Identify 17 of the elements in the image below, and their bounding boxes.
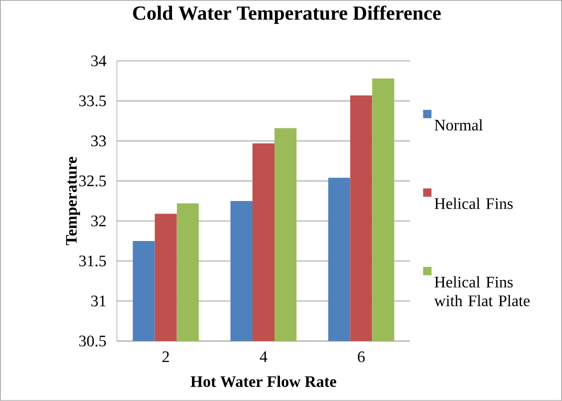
y-tick-label: 34 bbox=[91, 56, 106, 66]
y-tick-label: 30.5 bbox=[79, 336, 106, 346]
x-tick-label: 6 bbox=[358, 351, 365, 362]
x-tick-label: 4 bbox=[260, 351, 268, 362]
legend-label: Helical Fins bbox=[434, 198, 513, 210]
y-tick-label: 33 bbox=[91, 136, 106, 146]
x-tick-label: 2 bbox=[162, 351, 169, 362]
y-tick-label: 31.5 bbox=[79, 256, 106, 266]
y-axis-title: Temperature bbox=[66, 156, 80, 246]
chart-title: Cold Water Temperature Difference bbox=[133, 6, 441, 24]
y-tick-label: 33.5 bbox=[79, 96, 106, 106]
legend-label: Normal bbox=[434, 119, 483, 131]
y-tick-label: 32.5 bbox=[79, 176, 106, 186]
x-axis-title: Hot Water Flow Rate bbox=[190, 376, 336, 388]
y-tick-label: 32 bbox=[91, 216, 106, 226]
legend-label: Helical Fins with Flat Plate bbox=[434, 276, 530, 306]
y-tick-label: 31 bbox=[91, 296, 106, 306]
